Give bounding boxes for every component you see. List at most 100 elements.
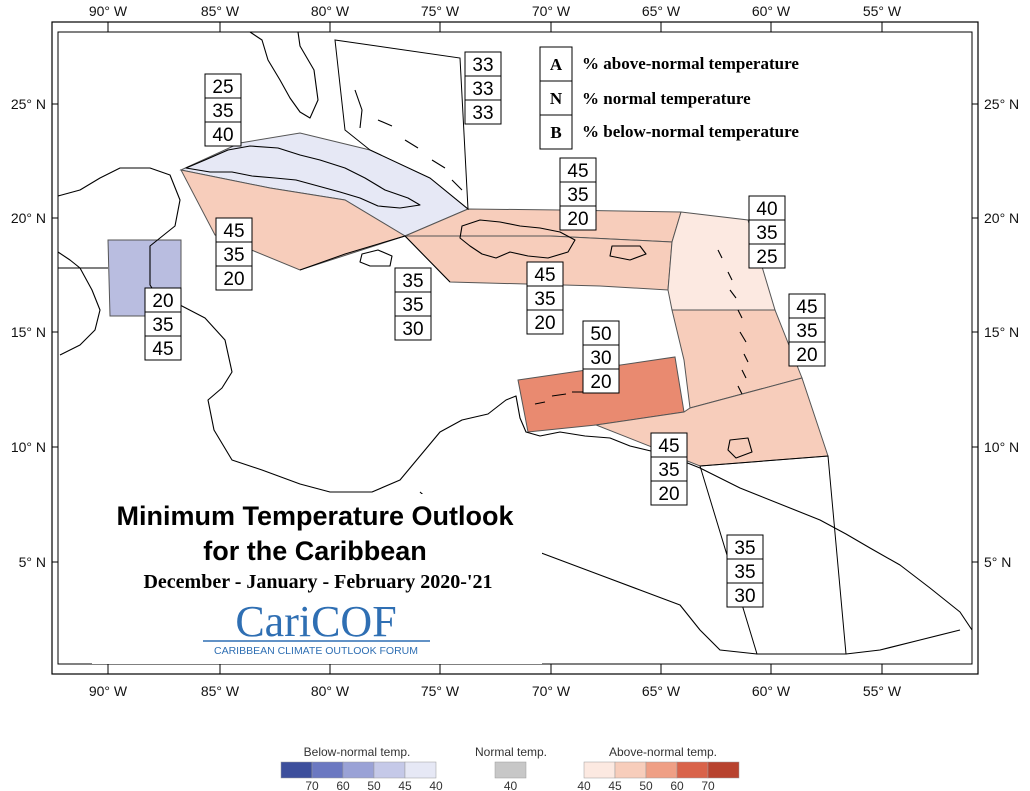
probability-cell [204,97,242,123]
probability-cell [582,368,620,394]
longitude-label-top: 60° W [752,3,791,19]
probability-cell [144,335,182,361]
region-jamaica [299,235,451,283]
probability-box: 50 30 20 [582,320,620,394]
land-hispaniola [459,219,576,259]
longitude-label-bottom: 80° W [311,683,350,699]
latitude-label-left: 15° N [11,324,46,340]
box-legend-row-b: B % below-normal temperature [539,114,799,150]
longitude-label-bottom: 55° W [863,683,902,699]
latitude-labels-left: 25° N 20° N 15° N 10° N 5° N [11,96,46,570]
scale-tick-label: 40 [577,779,591,791]
probability-cell [526,285,564,311]
latitude-label-right: 25° N [984,96,1019,112]
probability-value: 20 [796,345,817,366]
probability-box: 45 35 20 [526,261,564,335]
axis-ticks [52,22,978,674]
land-cuba [185,145,421,209]
legend-text-b: % below-normal temperature [582,122,799,141]
scale-tick-label: 40 [429,779,443,791]
land-abc-islands [534,391,584,405]
box-legend-row-n: N % normal temperature [539,80,751,116]
scale-swatch [707,761,740,779]
latitude-label-left: 20° N [11,210,46,226]
probability-box: 45 35 20 [559,157,597,231]
longitude-label-bottom: 85° W [201,683,240,699]
longitude-label-top: 75° W [421,3,460,19]
probability-value: 35 [734,538,755,559]
probability-value: 20 [223,269,244,290]
scale-tick-label: 45 [608,779,622,791]
probability-value: 33 [472,79,493,100]
probability-value: 35 [534,289,555,310]
probability-box: 45 35 20 [788,293,826,367]
probability-boxes: 33 33 33 25 35 40 45 35 20 20 35 45 35 35 30 45 35 20 45 35… [144,51,826,608]
scale-swatch [583,761,616,779]
scale-title-above: Above-normal temp. [609,745,717,759]
title-backdrop [92,494,542,664]
probability-cell [464,51,502,77]
latitude-label-left: 25° N [11,96,46,112]
region-bahamas [334,39,469,211]
scale-tick-label: 45 [398,779,412,791]
probability-box: 25 35 40 [204,73,242,147]
land-yucatan-central-america [57,167,973,631]
longitude-labels-bottom: 90° W 85° W 80° W 75° W 70° W 65° W 60° W 55° W [89,683,902,699]
scale-swatch [614,761,647,779]
box-legend-row-a: A % above-normal temperature [539,46,799,82]
probability-value: 20 [590,372,611,393]
probability-cell [650,456,688,482]
probability-cell [788,317,826,343]
probability-box: 35 35 30 [394,267,432,341]
probability-value: 35 [152,315,173,336]
longitude-label-top: 70° W [532,3,571,19]
probability-box: 45 35 20 [650,432,688,506]
probability-value: 30 [402,319,423,340]
probability-value: 45 [534,265,555,286]
scale-tick-label: 70 [701,779,715,791]
probability-value: 35 [796,321,817,342]
probability-cell [726,582,764,608]
longitude-label-top: 90° W [89,3,128,19]
scale-swatch [311,761,344,779]
probability-box: 40 35 25 [748,195,786,269]
probability-cell [464,99,502,125]
title-block: Minimum Temperature Outlook for the Cari… [92,494,542,664]
probability-cell [526,309,564,335]
probability-value: 35 [567,185,588,206]
latitude-label-right: 10° N [984,439,1019,455]
scale-tick-label: 40 [504,779,518,791]
land-jamaica [359,249,393,267]
scale-swatch [373,761,406,779]
probability-cell [788,341,826,367]
scale-swatches-below: 70 60 50 45 40 [280,761,443,791]
probability-cell [650,432,688,458]
land-puerto-rico [609,245,647,261]
probability-value: 35 [402,295,423,316]
probability-value: 45 [223,221,244,242]
probability-value: 35 [212,101,233,122]
probability-value: 20 [152,291,173,312]
color-scale-legend: Below-normal temp. Normal temp. Above-no… [280,745,740,791]
probability-cell [559,157,597,183]
scale-swatches-normal: 40 [494,761,527,791]
longitude-labels-top: 90° W 85° W 80° W 75° W 70° W 65° W 60° W 55° W [89,3,902,19]
probability-cell [559,205,597,231]
legend-letter-b: B [550,123,561,142]
probability-box: 33 33 33 [464,51,502,125]
probability-value: 33 [472,103,493,124]
longitude-label-top: 65° W [642,3,681,19]
probability-value: 45 [796,297,817,318]
scale-tick-label: 60 [670,779,684,791]
probability-value: 35 [223,245,244,266]
probability-value: 25 [212,77,233,98]
latitude-label-left: 5° N [19,554,46,570]
probability-cell [215,265,253,291]
probability-value: 30 [590,348,611,369]
legend-letter-n: N [550,89,563,108]
probability-cell [464,75,502,101]
probability-value: 35 [658,460,679,481]
land-lesser-antilles [717,249,749,395]
probability-value: 50 [590,324,611,345]
longitude-label-bottom: 75° W [421,683,460,699]
